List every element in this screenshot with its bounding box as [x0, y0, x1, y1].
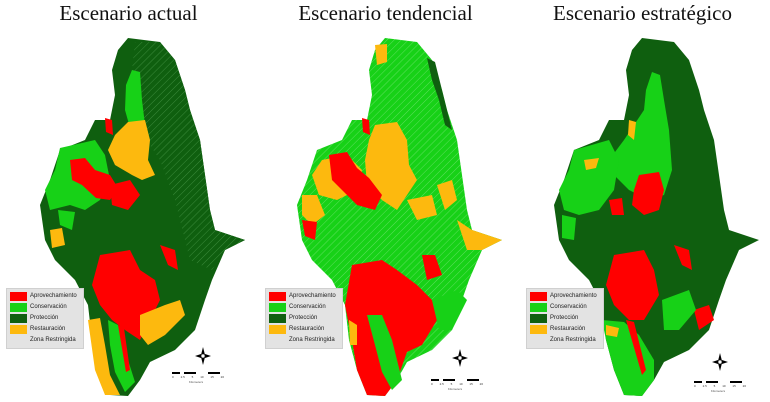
legend-item-restauracion: Restauración: [269, 324, 324, 334]
color-swatch: [269, 335, 286, 345]
map-legend: Aprovechamiento Conservación Protección …: [6, 288, 84, 349]
legend-item-conservacion: Conservación: [10, 302, 67, 312]
panel-escenario-tendencial: Escenario tendencial Aprovechamiento Con…: [257, 0, 514, 402]
map-escenario-estrategico: [554, 38, 759, 396]
legend-item-conservacion: Conservación: [269, 302, 326, 312]
legend-item-conservacion: Conservación: [530, 302, 587, 312]
scale-bar: 0 2.5 5 10 15 20 Kilometers: [431, 379, 483, 393]
color-swatch: [530, 313, 547, 323]
north-arrow-icon: [195, 347, 211, 365]
legend-item-zona-restringida: Zona Restringida: [10, 335, 76, 345]
color-swatch: [10, 291, 27, 301]
color-swatch: [10, 313, 27, 323]
color-swatch: [269, 291, 286, 301]
legend-item-proteccion: Protección: [269, 313, 317, 323]
legend-item-restauracion: Restauración: [530, 324, 585, 334]
legend-item-aprovechamiento: Aprovechamiento: [530, 291, 597, 301]
map-legend: Aprovechamiento Conservación Protección …: [265, 288, 343, 349]
panel-title: Escenario tendencial: [298, 1, 473, 25]
legend-item-proteccion: Protección: [10, 313, 58, 323]
color-swatch: [530, 291, 547, 301]
panel-escenario-estrategico: Escenario estratégico Aprovechamiento Co…: [514, 0, 770, 402]
color-swatch: [10, 335, 27, 345]
legend-item-aprovechamiento: Aprovechamiento: [269, 291, 336, 301]
map-escenario-actual: [40, 38, 245, 396]
color-swatch: [530, 335, 547, 345]
scale-bar: 0 2.5 5 10 15 20 Kilometers: [694, 381, 746, 395]
color-swatch: [530, 302, 547, 312]
color-swatch: [10, 302, 27, 312]
color-swatch: [269, 302, 286, 312]
color-swatch: [269, 313, 286, 323]
color-swatch: [530, 324, 547, 334]
north-arrow-icon: [712, 353, 728, 371]
legend-item-restauracion: Restauración: [10, 324, 65, 334]
panel-title: Escenario estratégico: [553, 1, 732, 25]
map-escenario-tendencial: [297, 38, 502, 396]
panel-escenario-actual: Escenario actual Aprovechamiento Conserv…: [0, 0, 257, 402]
legend-item-zona-restringida: Zona Restringida: [269, 335, 335, 345]
map-legend: Aprovechamiento Conservación Protección …: [526, 288, 604, 349]
scale-bar: 0 2.5 5 10 15 20 Kilometers: [172, 372, 224, 386]
panel-title: Escenario actual: [59, 1, 198, 25]
legend-item-zona-restringida: Zona Restringida: [530, 335, 596, 345]
color-swatch: [269, 324, 286, 334]
legend-item-proteccion: Protección: [530, 313, 578, 323]
legend-item-aprovechamiento: Aprovechamiento: [10, 291, 77, 301]
color-swatch: [10, 324, 27, 334]
north-arrow-icon: [452, 349, 468, 367]
